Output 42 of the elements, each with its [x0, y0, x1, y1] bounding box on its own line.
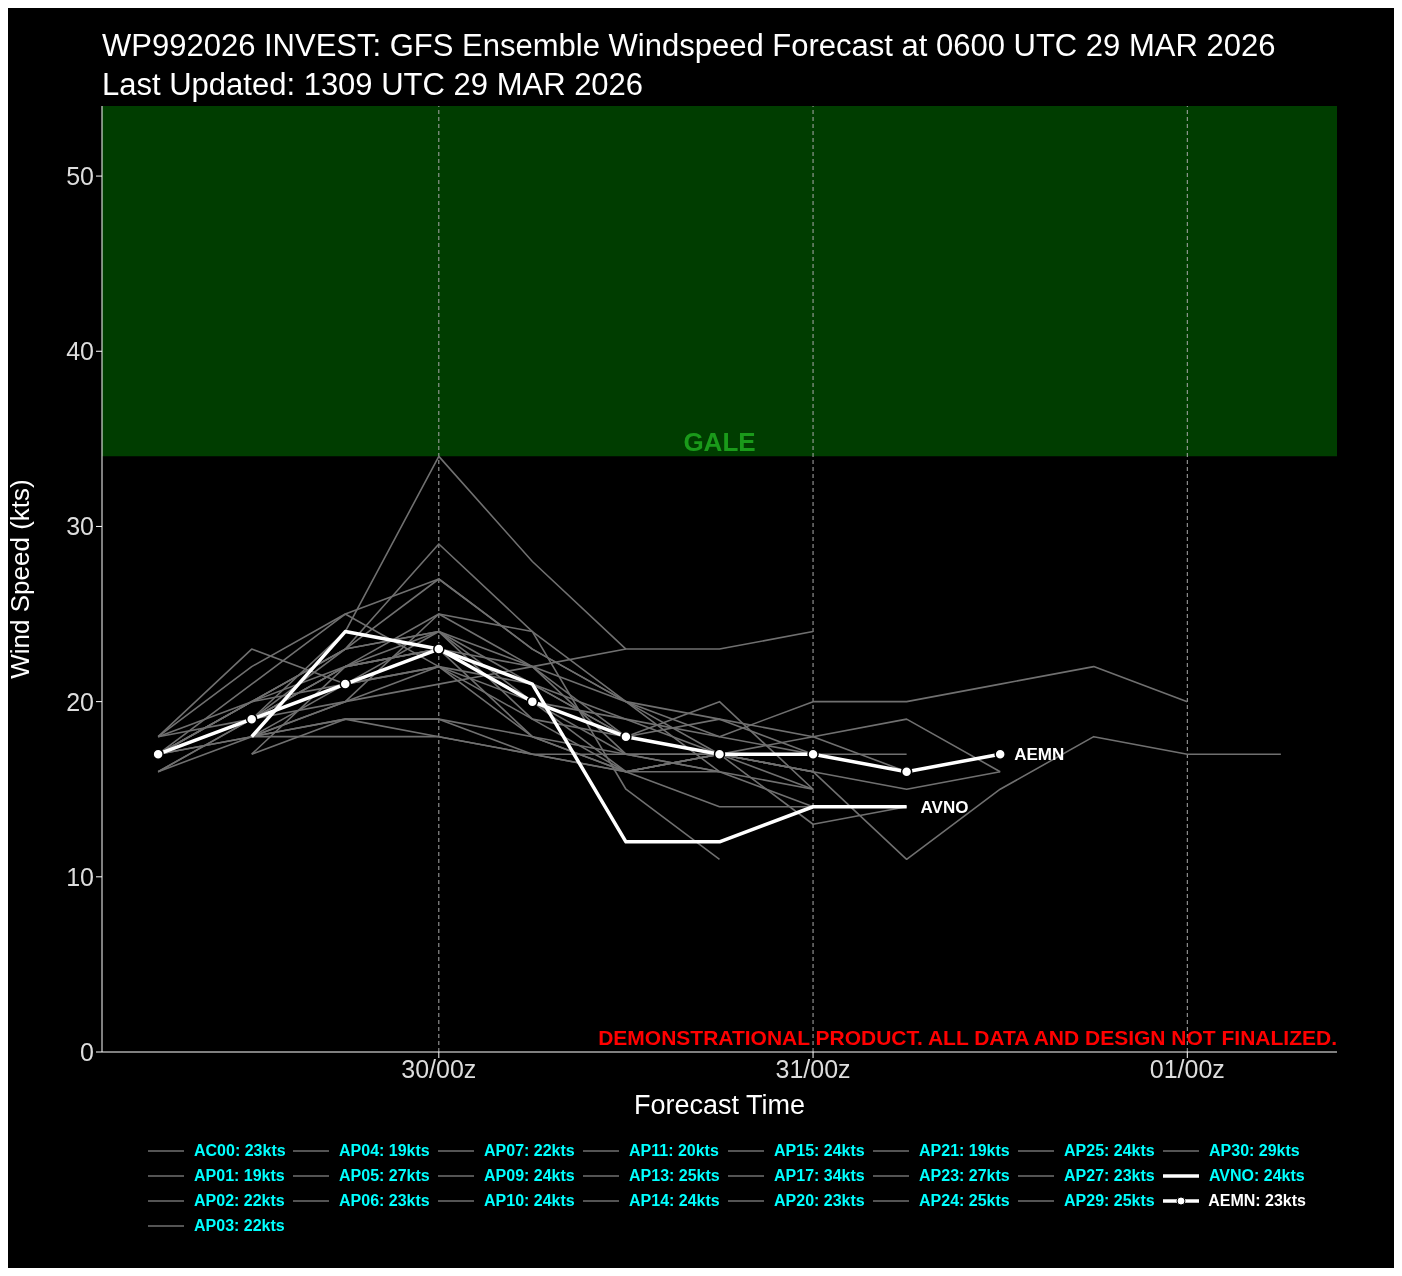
legend-label: AP02: 22kts [194, 1191, 285, 1210]
x-axis-title: Forecast Time [633, 1090, 806, 1120]
legend-label: AP09: 24kts [484, 1166, 575, 1185]
legend-label: AC00: 23kts [194, 1141, 286, 1160]
legend-label: AP06: 23kts [339, 1191, 430, 1210]
legend-label: AP10: 24kts [484, 1191, 575, 1210]
legend-label: AP07: 22kts [484, 1141, 575, 1160]
legend-label: AP25: 24kts [1064, 1141, 1155, 1160]
legend-label: AP11: 20kts [629, 1141, 719, 1160]
legend-label: AP17: 34kts [774, 1166, 865, 1185]
legend-label: AEMN: 23kts [1208, 1191, 1306, 1210]
legend-label: AP03: 22kts [194, 1216, 285, 1235]
legend-label: AP29: 25kts [1064, 1191, 1155, 1210]
x-tick-label: 30/00z [401, 1054, 477, 1083]
y-axis-title: Wind Speed (kts) [5, 479, 36, 679]
legend-label: AP21: 19kts [919, 1141, 1010, 1160]
legend-label: AP27: 23kts [1064, 1166, 1155, 1185]
chart-subtitle: Last Updated: 1309 UTC 29 MAR 2026 [102, 66, 645, 104]
annotation: DEMONSTRATIONAL PRODUCT. ALL DATA AND DESIGN NOT FINALIZED. [598, 1026, 1337, 1050]
y-tick-label: 10 [66, 862, 94, 891]
legend-label: AP20: 23kts [774, 1191, 865, 1210]
annotation: AVNO [920, 797, 969, 817]
legend-label: AP04: 19kts [339, 1141, 430, 1160]
band-label: GALE [683, 427, 756, 458]
y-tick-label: 0 [80, 1037, 94, 1066]
legend-label: AP13: 25kts [629, 1166, 720, 1185]
y-tick-label: 40 [66, 337, 94, 366]
y-tick-label: 50 [66, 161, 94, 190]
x-tick-label: 01/00z [1149, 1054, 1225, 1083]
legend-label: AP30: 29kts [1209, 1141, 1300, 1160]
x-tick-label: 31/00z [775, 1054, 851, 1083]
annotation: AEMN [1014, 745, 1065, 765]
legend-label: AVNO: 24kts [1209, 1166, 1305, 1185]
legend-label: AP15: 24kts [774, 1141, 865, 1160]
legend-label: AP14: 24kts [629, 1191, 720, 1210]
legend-label: AP05: 27kts [339, 1166, 430, 1185]
legend-label: AP23: 27kts [919, 1166, 1010, 1185]
legend-label: AP24: 25kts [919, 1191, 1010, 1210]
y-tick-label: 20 [66, 687, 94, 716]
legend-label: AP01: 19kts [194, 1166, 285, 1185]
chart-title: WP992026 INVEST: GFS Ensemble Windspeed Forecast at 0600 UTC 29 MAR 2026 [102, 27, 1276, 65]
y-tick-label: 30 [66, 512, 94, 541]
